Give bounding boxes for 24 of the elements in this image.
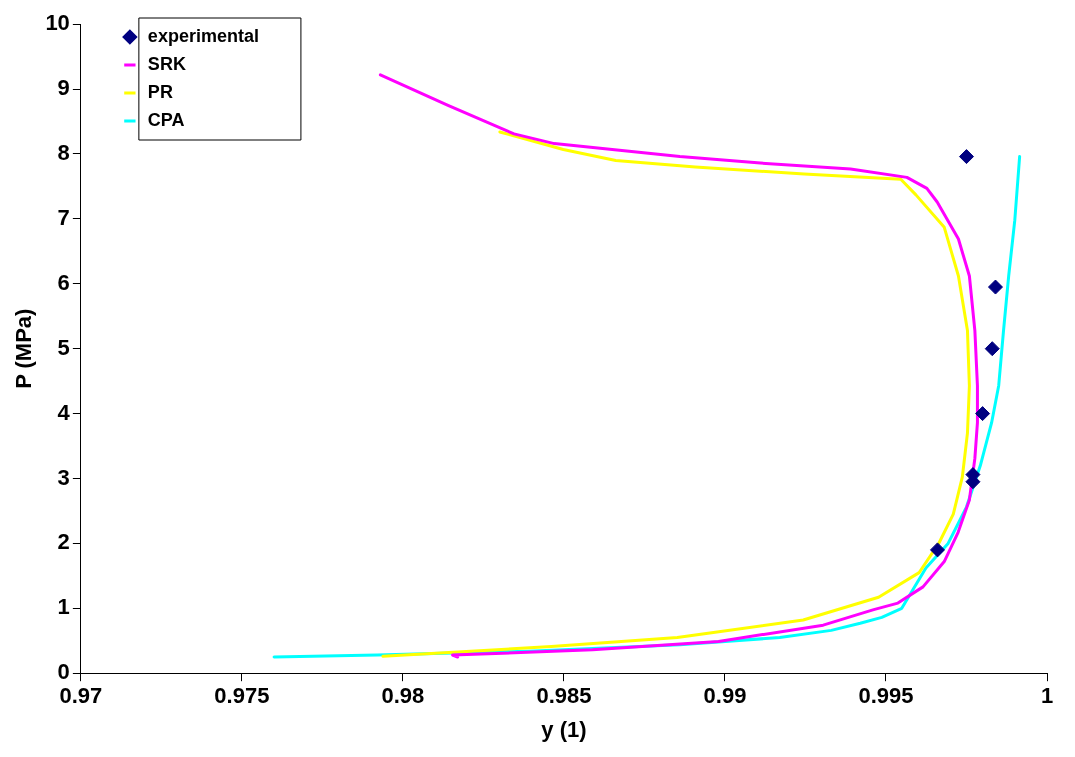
y-tick-label: 3	[57, 464, 70, 490]
y-tick-label: 7	[57, 204, 70, 230]
x-tick-label: 0.985	[536, 683, 592, 709]
x-tick-label: 0.995	[858, 683, 914, 709]
y-tick-label: 8	[57, 140, 70, 166]
legend-label: CPA	[147, 109, 185, 130]
y-tick-label: 2	[57, 529, 70, 555]
y-tick-label: 9	[57, 75, 70, 101]
x-tick-label: 0.975	[214, 683, 270, 709]
x-tick-label: 0.98	[381, 683, 425, 709]
y-axis-title: P (MPa)	[11, 308, 37, 389]
y-tick-label: 4	[57, 399, 71, 425]
legend-label: SRK	[147, 53, 186, 74]
x-axis-title: y (1)	[541, 716, 587, 742]
x-tick-label: 1	[1040, 683, 1054, 709]
x-tick-label: 0.99	[703, 683, 747, 709]
legend-label: PR	[147, 81, 173, 102]
y-tick-label: 6	[57, 269, 70, 295]
y-tick-label: 1	[57, 594, 70, 620]
y-tick-label: 5	[57, 334, 70, 360]
y-tick-label: 10	[45, 10, 70, 36]
legend-label: experimental	[147, 25, 259, 46]
x-tick-label: 0.97	[59, 683, 103, 709]
y-tick-label: 0	[57, 659, 70, 685]
